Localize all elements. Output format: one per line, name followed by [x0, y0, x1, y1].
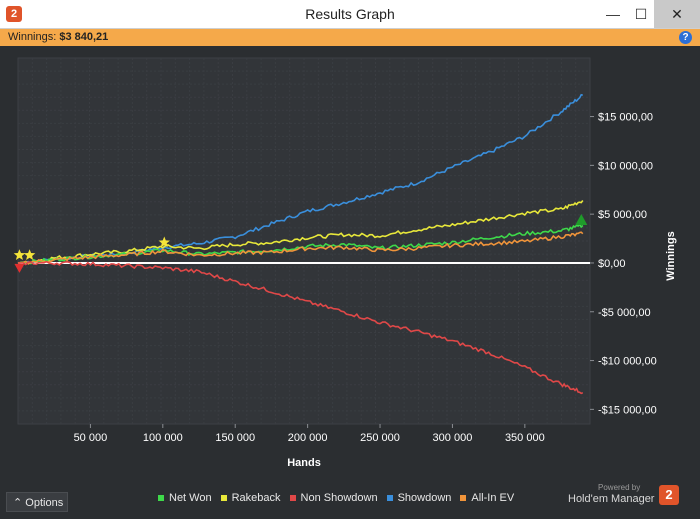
- legend-swatch: [158, 495, 164, 502]
- chart-series: [17, 93, 590, 395]
- star-marker: [13, 249, 26, 260]
- legend-item[interactable]: Net Won: [158, 492, 212, 504]
- y-tick-label: $5 000,00: [598, 209, 647, 221]
- title-bar: 2 Results Graph — ☐ ✕: [0, 0, 700, 29]
- star-marker: [158, 236, 170, 248]
- chart-markers: [13, 214, 588, 273]
- legend-item[interactable]: Rakeback: [220, 492, 281, 504]
- legend-swatch: [220, 495, 227, 502]
- triangle-down-marker: [14, 263, 25, 273]
- winnings-bar: Winnings: $3 840,21 ?: [0, 29, 700, 46]
- minimize-button[interactable]: —: [606, 6, 620, 22]
- results-chart: 50 000 100 000 150 000 200 000 250 000 300 00…: [13, 57, 677, 469]
- maximize-button[interactable]: ☐: [634, 6, 648, 22]
- y-tick-label: -$5 000,00: [598, 307, 651, 319]
- legend-label: Rakeback: [231, 492, 281, 504]
- legend-swatch: [386, 495, 393, 502]
- legend-item[interactable]: Non Showdown: [289, 492, 378, 504]
- series-line-all-in-ev: [17, 231, 584, 265]
- legend-label: All-In EV: [471, 492, 515, 504]
- close-button[interactable]: ✕: [654, 0, 700, 28]
- winnings-summary: Winnings: $3 840,21: [8, 31, 108, 43]
- legend-label: Non Showdown: [300, 492, 378, 504]
- powered-by-text: Powered by: [598, 483, 641, 492]
- x-tick-label: 150 000: [215, 432, 255, 444]
- brand-name: Hold'em Manager: [568, 493, 655, 505]
- x-tick-label: 50 000: [74, 432, 108, 444]
- y-tick-label: $10 000,00: [598, 160, 653, 172]
- options-label: Options: [25, 497, 64, 509]
- legend-label: Net Won: [169, 492, 212, 504]
- legend-label: Showdown: [397, 492, 452, 504]
- series-line-rakeback: [17, 200, 584, 264]
- triangle-up-marker: [575, 214, 588, 226]
- chart-ticks: 50 000 100 000 150 000 200 000 250 000 300 00…: [74, 112, 657, 444]
- series-line-non-showdown: [18, 260, 584, 395]
- y-tick-label: $15 000,00: [598, 112, 653, 124]
- series-line-showdown: [17, 93, 583, 264]
- legend-swatch: [289, 495, 296, 502]
- chart-legend: Net Won Rakeback Non Showdown Showdown All-I…: [158, 492, 523, 504]
- x-axis-title: Hands: [287, 457, 321, 469]
- chevron-up-icon: ⌃: [13, 497, 23, 509]
- y-tick-label: -$10 000,00: [598, 356, 657, 368]
- x-tick-label: 100 000: [143, 432, 183, 444]
- star-marker: [23, 249, 36, 260]
- legend-item[interactable]: All-In EV: [460, 492, 514, 504]
- chart-grid: [17, 57, 591, 425]
- app-logo-icon: 2: [6, 6, 22, 22]
- x-tick-label: 350 000: [505, 432, 545, 444]
- brand-logo-icon: 2: [659, 485, 679, 505]
- x-tick-label: 300 000: [433, 432, 473, 444]
- footer-bar: ⌃ Options Net Won Rakeback Non Showdown Sho…: [0, 483, 700, 519]
- options-button[interactable]: ⌃ Options: [6, 492, 68, 512]
- window-title: Results Graph: [305, 6, 395, 22]
- y-axis-title: Winnings: [665, 231, 677, 280]
- legend-swatch: [460, 495, 467, 502]
- x-tick-label: 200 000: [288, 432, 328, 444]
- legend-item[interactable]: Showdown: [386, 492, 452, 504]
- winnings-value: $3 840,21: [59, 31, 109, 43]
- y-tick-label: -$15 000,00: [598, 404, 657, 416]
- winnings-label: Winnings:: [8, 31, 57, 43]
- x-tick-label: 250 000: [360, 432, 400, 444]
- y-tick-label: $0,00: [598, 258, 626, 270]
- help-icon[interactable]: ?: [679, 31, 692, 44]
